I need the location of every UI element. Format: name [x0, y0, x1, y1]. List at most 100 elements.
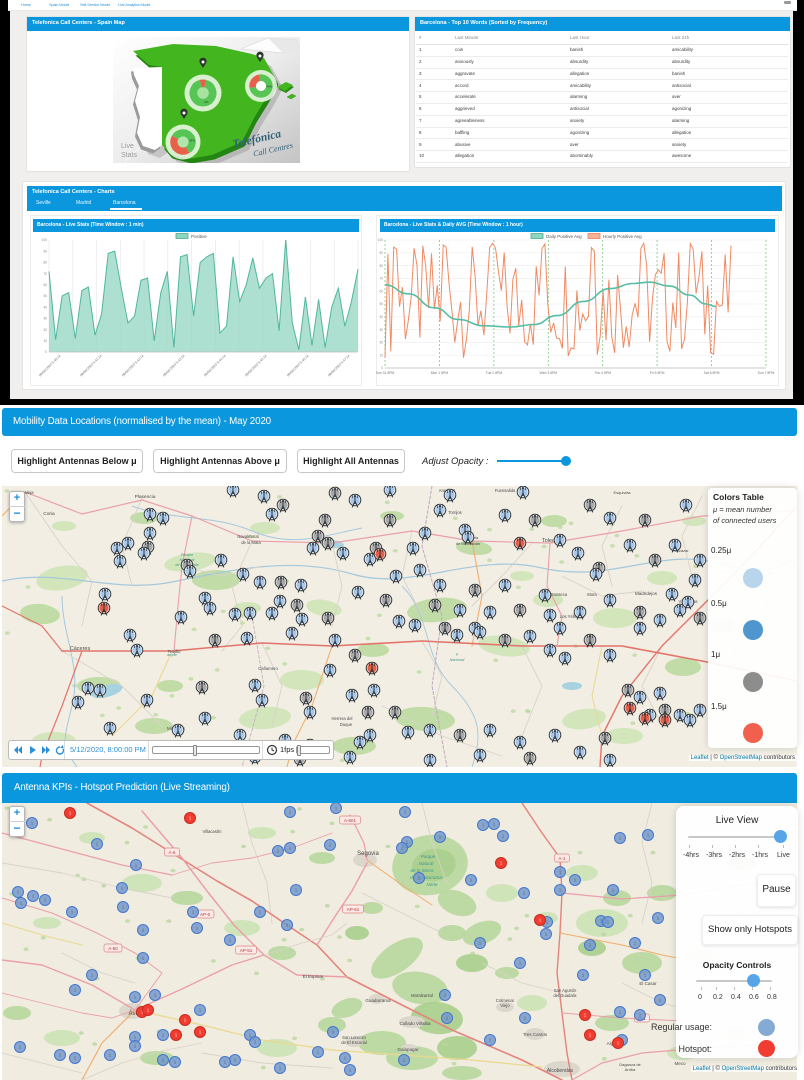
svg-text:Los Yébenes: Los Yébenes: [560, 614, 584, 619]
svg-text:Daily Positive Avg: Daily Positive Avg: [546, 234, 582, 239]
svg-text:1: 1: [122, 905, 125, 910]
svg-text:1: 1: [295, 888, 298, 893]
svg-text:de la Sierra: de la Sierra: [410, 868, 434, 873]
svg-text:1: 1: [439, 835, 442, 840]
svg-text:Plasencia: Plasencia: [135, 494, 156, 500]
svg-text:1: 1: [559, 870, 562, 875]
svg-text:1: 1: [317, 1050, 320, 1055]
svg-text:San Lorenzo: San Lorenzo: [342, 1035, 366, 1040]
svg-text:1: 1: [249, 1033, 252, 1038]
svg-text:1: 1: [619, 1010, 622, 1015]
svg-text:09/06/2020 5:45:14: 09/06/2020 5:45:14: [244, 354, 268, 378]
svg-text:1: 1: [479, 941, 482, 946]
svg-text:Alcázar: Alcázar: [675, 548, 689, 553]
svg-text:1: 1: [418, 876, 421, 881]
svg-text:09/06/2020 5:43:14: 09/06/2020 5:43:14: [162, 354, 186, 378]
svg-text:A-50: A-50: [108, 946, 118, 951]
svg-text:1: 1: [74, 988, 77, 993]
svg-text:1: 1: [175, 1033, 178, 1038]
svg-text:Segovia: Segovia: [357, 851, 379, 857]
svg-text:1: 1: [91, 973, 94, 978]
svg-text:1: 1: [277, 849, 280, 854]
svg-text:Sun 7 8PM: Sun 7 8PM: [758, 371, 775, 375]
svg-text:Live: Live: [121, 143, 134, 150]
svg-text:de Montalbán: de Montalbán: [456, 541, 480, 546]
svg-text:1: 1: [657, 916, 660, 921]
svg-text:A-1: A-1: [558, 856, 566, 861]
svg-text:1: 1: [584, 1013, 587, 1018]
svg-text:60: 60: [43, 283, 47, 287]
svg-text:30: 30: [379, 328, 383, 332]
svg-text:1: 1: [289, 846, 292, 851]
svg-text:1: 1: [109, 1053, 112, 1058]
svg-text:1: 1: [224, 1060, 227, 1065]
svg-text:Fuensalida: Fuensalida: [495, 488, 516, 493]
svg-text:El Espinar: El Espinar: [303, 974, 324, 979]
svg-text:1: 1: [647, 833, 650, 838]
svg-text:A-601: A-601: [344, 818, 357, 823]
svg-text:1: 1: [199, 1008, 202, 1013]
svg-text:09/06/2020 5:44:14: 09/06/2020 5:44:14: [203, 354, 227, 378]
svg-text:1: 1: [634, 941, 637, 946]
svg-text:1: 1: [17, 890, 20, 895]
svg-text:1: 1: [659, 998, 662, 1003]
svg-text:Collado Villalba: Collado Villalba: [400, 1021, 431, 1026]
svg-text:90: 90: [379, 251, 383, 255]
svg-text:1: 1: [519, 961, 522, 966]
svg-text:Toledo: Toledo: [542, 538, 558, 544]
svg-text:1: 1: [639, 1013, 642, 1018]
svg-text:Arriba: Arriba: [625, 1067, 636, 1072]
svg-text:1: 1: [589, 943, 592, 948]
svg-text:0: 0: [45, 350, 47, 354]
svg-text:1: 1: [335, 806, 338, 811]
svg-text:Meco: Meco: [674, 1061, 686, 1066]
svg-text:1: 1: [69, 811, 72, 816]
svg-text:1: 1: [349, 1068, 352, 1073]
svg-text:1: 1: [234, 1058, 237, 1063]
svg-text:Moralzarzal: Moralzarzal: [411, 993, 433, 998]
svg-text:1: 1: [286, 923, 289, 928]
svg-text:1: 1: [59, 1053, 62, 1058]
svg-text:30: 30: [43, 317, 47, 321]
svg-text:1: 1: [332, 1030, 335, 1035]
svg-text:50: 50: [43, 294, 47, 298]
svg-text:1: 1: [134, 995, 137, 1000]
svg-text:Sat 6 8PM: Sat 6 8PM: [704, 371, 720, 375]
svg-text:Fri 5 8PM: Fri 5 8PM: [650, 371, 665, 375]
svg-text:Thu 4 8PM: Thu 4 8PM: [594, 371, 611, 375]
svg-text:1: 1: [329, 843, 332, 848]
svg-text:1: 1: [403, 1058, 406, 1063]
svg-text:Viejo: Viejo: [500, 1003, 510, 1008]
svg-text:Herrera del: Herrera del: [332, 716, 353, 721]
svg-text:Sun 31 8PM: Sun 31 8PM: [376, 371, 394, 375]
svg-text:1: 1: [184, 1018, 187, 1023]
svg-text:1: 1: [19, 1045, 22, 1050]
svg-text:1: 1: [279, 1066, 282, 1071]
svg-text:Parque: Parque: [421, 854, 436, 859]
svg-text:AP-6: AP-6: [200, 912, 211, 917]
svg-text:San Agustín: San Agustín: [554, 988, 577, 993]
svg-text:1: 1: [444, 993, 447, 998]
svg-text:80: 80: [43, 261, 47, 265]
svg-text:1: 1: [644, 973, 647, 978]
svg-text:Moraleja: Moraleja: [16, 490, 34, 495]
svg-text:Sonseca: Sonseca: [551, 592, 568, 597]
svg-text:10: 10: [43, 339, 47, 343]
svg-text:Mora: Mora: [587, 592, 597, 597]
svg-text:1: 1: [493, 822, 496, 827]
svg-text:1: 1: [470, 878, 473, 883]
svg-text:1: 1: [617, 1041, 620, 1046]
svg-text:70: 70: [43, 272, 47, 276]
svg-text:100: 100: [42, 238, 48, 242]
svg-text:1: 1: [539, 918, 542, 923]
svg-text:1: 1: [135, 863, 138, 868]
svg-text:09/06/2020 5:42:14: 09/06/2020 5:42:14: [121, 354, 145, 378]
svg-text:Torrijos: Torrijos: [448, 510, 462, 515]
svg-text:1: 1: [71, 910, 74, 915]
svg-text:Navalmoral: Navalmoral: [237, 534, 258, 539]
svg-text:Parque: Parque: [181, 553, 193, 557]
svg-text:Hourly Positive Avg: Hourly Positive Avg: [603, 234, 642, 239]
svg-text:1: 1: [162, 1033, 165, 1038]
svg-text:Cáceres: Cáceres: [70, 646, 91, 652]
svg-text:del Guadalix: del Guadalix: [553, 993, 577, 998]
